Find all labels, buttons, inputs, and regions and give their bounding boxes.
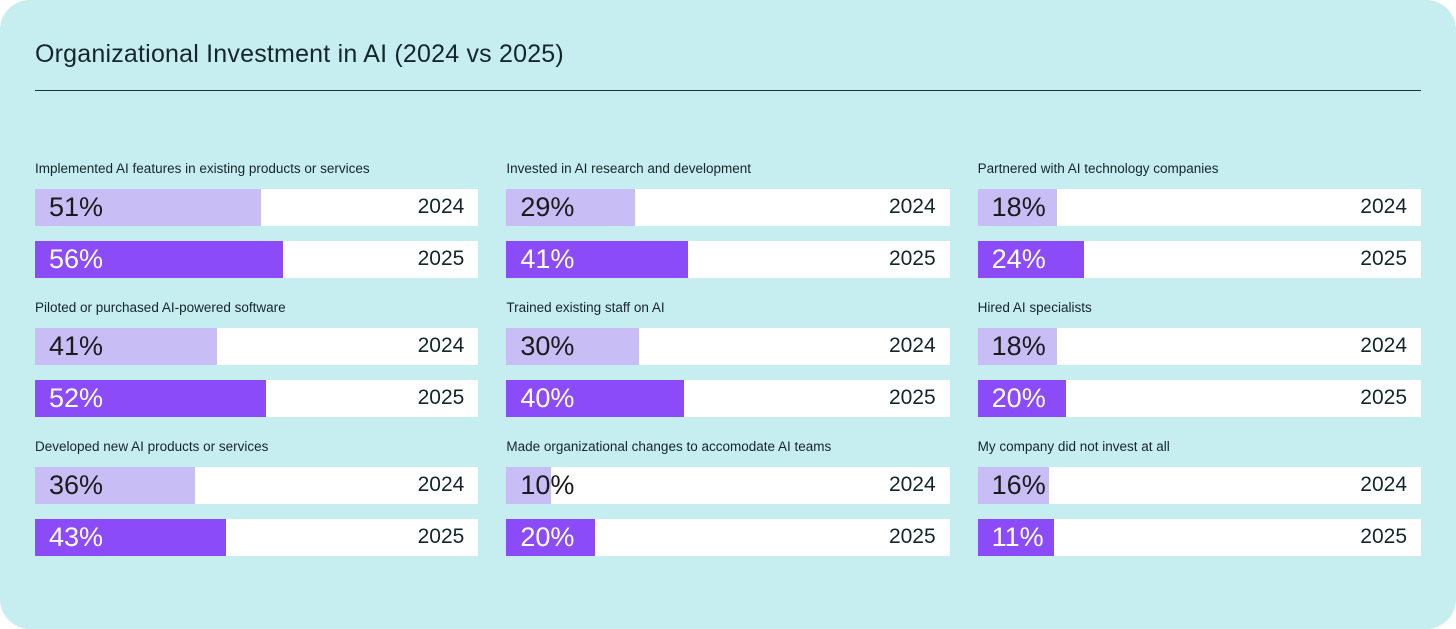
- category-group-invested-in-rnd: Invested in AI research and development …: [506, 160, 950, 278]
- bar-fill-2025: 20%: [506, 518, 595, 556]
- bar-fill-2025: 24%: [977, 240, 1085, 278]
- bar-fill-2024: 18%: [977, 327, 1058, 365]
- year-label: 2025: [888, 386, 936, 410]
- bar-fill-2024: 30%: [506, 327, 640, 365]
- bar-2024: 10% 2024: [506, 466, 950, 504]
- year-label: 2025: [1360, 247, 1407, 271]
- category-group-org-changes-for-ai-teams: Made organizational changes to accomodat…: [506, 438, 950, 556]
- bar-2025: 41% 2025: [506, 240, 950, 278]
- year-label: 2025: [888, 247, 936, 271]
- category-label: Invested in AI research and development: [506, 160, 751, 176]
- bar-fill-2025: 40%: [506, 379, 684, 417]
- category-group-developed-new-ai-products: Developed new AI products or services 36…: [35, 438, 479, 556]
- bar-2024: 18% 2024: [977, 327, 1421, 365]
- bar-fill-2025: 20%: [977, 379, 1067, 417]
- bar-fill-2024: 16%: [977, 466, 1049, 504]
- percent-label: 20%: [520, 521, 575, 552]
- percent-label: 43%: [49, 521, 104, 552]
- year-label: 2024: [417, 195, 465, 219]
- year-label: 2025: [888, 525, 936, 549]
- category-label: Trained existing staff on AI: [506, 299, 665, 315]
- bar-2024: 30% 2024: [506, 327, 950, 365]
- bar-fill-2024: 18%: [977, 188, 1058, 226]
- percent-label: 18%: [991, 191, 1046, 222]
- bar-2024: 36% 2024: [35, 466, 479, 504]
- category-label: My company did not invest at all: [977, 438, 1170, 454]
- year-label: 2024: [1360, 195, 1407, 219]
- bar-fill-2024: 29%: [506, 188, 635, 226]
- percent-label: 16%: [991, 469, 1046, 500]
- percent-label: 10%: [520, 469, 575, 500]
- year-label: 2024: [417, 473, 465, 497]
- bar-fill-2025: 56%: [35, 240, 284, 278]
- year-label: 2025: [1360, 525, 1407, 549]
- category-label: Implemented AI features in existing prod…: [35, 160, 370, 176]
- category-group-hired-ai-specialists: Hired AI specialists 18% 2024 20% 2025: [977, 299, 1421, 417]
- percent-label: 30%: [520, 330, 575, 361]
- category-label: Partnered with AI technology companies: [977, 160, 1219, 176]
- percent-label: 41%: [520, 243, 575, 274]
- bar-fill-2024: 51%: [35, 188, 262, 226]
- percent-label: 11%: [991, 521, 1044, 552]
- category-label: Developed new AI products or services: [35, 438, 269, 454]
- bar-fill-2025: 52%: [35, 379, 266, 417]
- percent-label: 20%: [991, 382, 1046, 413]
- bar-fill-2025: 43%: [35, 518, 226, 556]
- year-label: 2024: [888, 473, 936, 497]
- year-label: 2025: [1360, 386, 1407, 410]
- year-label: 2024: [888, 334, 936, 358]
- bar-2024: 16% 2024: [977, 466, 1421, 504]
- bar-2025: 43% 2025: [35, 518, 479, 556]
- percent-label: 56%: [49, 243, 104, 274]
- category-label: Hired AI specialists: [977, 299, 1092, 315]
- percent-label: 41%: [49, 330, 104, 361]
- bar-2025: 40% 2025: [506, 379, 950, 417]
- bar-2024: 41% 2024: [35, 327, 479, 365]
- bar-fill-2025: 11%: [977, 518, 1054, 556]
- year-label: 2025: [417, 386, 465, 410]
- bar-2025: 24% 2025: [977, 240, 1421, 278]
- percent-label: 18%: [991, 330, 1046, 361]
- year-label: 2024: [1360, 473, 1407, 497]
- bar-2025: 20% 2025: [977, 379, 1421, 417]
- bar-2024: 18% 2024: [977, 188, 1421, 226]
- percent-label: 24%: [991, 243, 1046, 274]
- bar-2025: 52% 2025: [35, 379, 479, 417]
- category-group-trained-staff: Trained existing staff on AI 30% 2024 40…: [506, 299, 950, 417]
- percent-label: 52%: [49, 382, 104, 413]
- percent-label: 40%: [520, 382, 575, 413]
- year-label: 2024: [417, 334, 465, 358]
- chart-grid: Implemented AI features in existing prod…: [35, 161, 1421, 556]
- year-label: 2025: [417, 525, 465, 549]
- category-label: Made organizational changes to accomodat…: [506, 438, 832, 454]
- year-label: 2024: [1360, 334, 1407, 358]
- category-group-partnered-with-ai-companies: Partnered with AI technology companies 1…: [977, 160, 1421, 278]
- bar-2025: 11% 2025: [977, 518, 1421, 556]
- year-label: 2024: [888, 195, 936, 219]
- year-label: 2025: [417, 247, 465, 271]
- category-label: Piloted or purchased AI-powered software: [35, 299, 286, 315]
- bar-fill-2024: 41%: [35, 327, 217, 365]
- percent-label: 29%: [520, 191, 575, 222]
- bar-fill-2024: 36%: [35, 466, 195, 504]
- category-group-did-not-invest: My company did not invest at all 16% 202…: [977, 438, 1421, 556]
- bar-2024: 29% 2024: [506, 188, 950, 226]
- category-group-piloted-ai-software: Piloted or purchased AI-powered software…: [35, 299, 479, 417]
- category-group-implemented-ai-features: Implemented AI features in existing prod…: [35, 160, 479, 278]
- bar-fill-2024: 10%: [506, 466, 574, 504]
- bar-2024: 51% 2024: [35, 188, 479, 226]
- bar-fill-2025: 41%: [506, 240, 689, 278]
- bar-2025: 20% 2025: [506, 518, 950, 556]
- page-title: Organizational Investment in AI (2024 vs…: [35, 40, 564, 68]
- percent-label: 36%: [49, 469, 104, 500]
- percent-label: 51%: [49, 191, 104, 222]
- title-divider: [35, 89, 1421, 91]
- bar-2025: 56% 2025: [35, 240, 479, 278]
